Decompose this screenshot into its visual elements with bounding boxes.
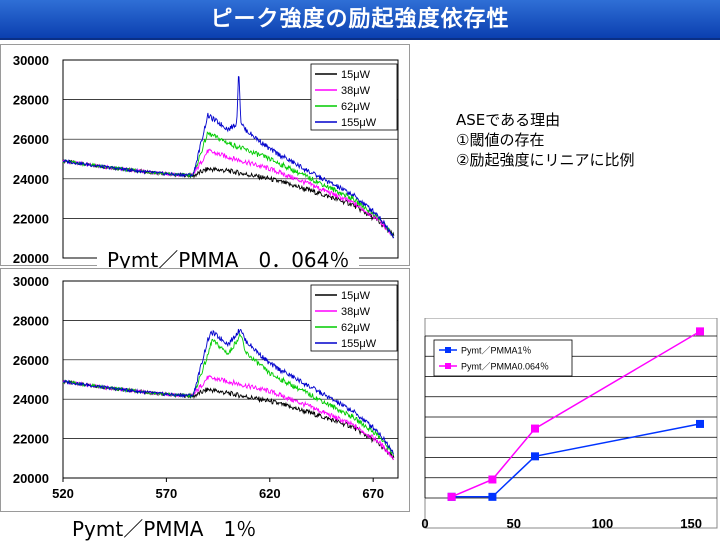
legend-label: 155μW (341, 338, 377, 350)
spectrum-plot-1: 20000 22000 24000 26000 28000 30000 15μW 38μW 62… (13, 53, 399, 266)
legend-label: 62μW (341, 322, 371, 334)
legend-label: 15μW (341, 290, 371, 302)
legend-label: 38μW (341, 85, 371, 97)
data-point (488, 475, 497, 484)
ase-note-line-1: ASEである理由 (456, 111, 561, 129)
y-tick-label: 24000 (13, 392, 49, 407)
spectrum-plot-2: 20000 22000 24000 26000 28000 30000 520 570 620 6… (13, 274, 399, 501)
y-tick-label: 22000 (13, 211, 49, 226)
x-tick-label: 620 (259, 486, 281, 501)
x-tick-label: 100 (592, 516, 614, 531)
data-point (531, 452, 539, 461)
spectrum-line (62, 328, 394, 455)
y-tick-label: 30000 (13, 53, 49, 68)
y-tick-label: 26000 (13, 132, 49, 147)
legend-label: Pymt／PMMA1％ (461, 346, 532, 356)
legend-box (433, 339, 573, 377)
legend-label: 15μW (341, 69, 371, 81)
y-tick-label: 20000 (13, 471, 49, 486)
legend-marker (445, 347, 451, 353)
legend-label: 38μW (341, 306, 371, 318)
spectrum-line (62, 75, 394, 239)
data-point (447, 492, 456, 501)
legend-marker (445, 363, 451, 369)
y-tick-label: 28000 (13, 93, 49, 108)
x-tick-label: 0 (421, 516, 428, 531)
data-point (531, 424, 539, 433)
page-title: ピーク強度の励起強度依存性 (210, 7, 510, 32)
y-tick-label: 20000 (13, 251, 49, 265)
x-tick-label: 520 (52, 486, 74, 501)
data-point (488, 492, 497, 501)
series-line (451, 330, 701, 498)
ase-note-line-2: ①閾値の存在 (456, 131, 545, 149)
spectrum-chart-2: 20000 22000 24000 26000 28000 30000 520 570 620 6… (0, 268, 410, 512)
data-point (696, 419, 704, 428)
y-tick-label: 28000 (13, 313, 49, 328)
legend-label: Pymt／PMMA0.064％ (461, 362, 549, 372)
legend-label: 155μW (341, 117, 377, 129)
ase-note: ASEである理由 ①閾値の存在 ②励起強度にリニアに比例 (456, 110, 634, 170)
series-line (451, 423, 701, 498)
spectrum-chart-1: 20000 22000 24000 26000 28000 30000 15μW 38μW 62… (0, 44, 410, 266)
legend-box (310, 284, 398, 352)
title-bar: ピーク強度の励起強度依存性 (0, 0, 720, 40)
legend-box (310, 63, 398, 131)
x-tick-label: 670 (362, 486, 384, 501)
y-tick-label: 24000 (13, 172, 49, 187)
x-tick-label: 570 (156, 486, 178, 501)
caption-2: Pymt／PMMA 1％ (62, 512, 267, 543)
data-point (696, 327, 704, 336)
y-tick-label: 22000 (13, 432, 49, 447)
x-tick-label: 150 (680, 516, 702, 531)
y-tick-label: 30000 (13, 274, 49, 289)
y-tick-label: 26000 (13, 353, 49, 368)
ase-note-line-3: ②励起強度にリニアに比例 (456, 151, 635, 169)
legend-label: 62μW (341, 101, 371, 113)
intensity-chart: 0 50 100 150 Pymt／PMMA1％ Pymt／PMMA0.064％ (421, 318, 718, 531)
x-tick-label: 50 (506, 516, 520, 531)
